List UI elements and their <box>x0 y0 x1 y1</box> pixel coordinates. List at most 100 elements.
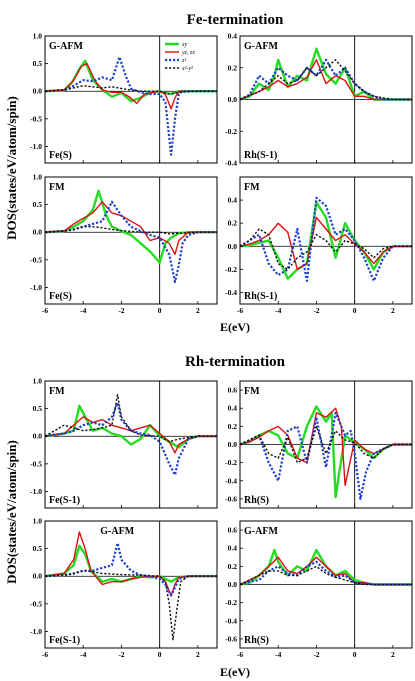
x-tick-label: 2 <box>391 306 395 315</box>
dos-panel: -1.0 -0.5 0.0 0.5 1.0 -6 -4 -2 0 2 FM Fe(S) <box>30 173 218 315</box>
site-label: Rh(S-1) <box>244 150 277 161</box>
series-line <box>240 59 412 101</box>
dos-panel: -1.0 -0.5 0.0 0.5 1.0 G-AFM Fe(S) xy yz, zx z² x²-… <box>30 32 218 164</box>
y-tick-label: 0.2 <box>228 422 238 431</box>
series-line <box>45 394 217 443</box>
series-line <box>45 225 217 235</box>
magnetism-label: FM <box>49 182 65 193</box>
x-tick-label: -2 <box>118 650 124 659</box>
x-tick-label: -4 <box>80 306 86 315</box>
y-tick-label: -0.5 <box>30 459 42 468</box>
y-tick-label: 1.0 <box>33 517 43 526</box>
y-tick-label: -0.5 <box>30 599 42 608</box>
y-tick-label: 0.2 <box>228 63 238 72</box>
plot-frame <box>239 176 413 305</box>
magnetism-label: G-AFM <box>244 526 278 537</box>
y-tick-label: 0.6 <box>228 526 238 535</box>
series-line <box>240 565 412 586</box>
x-axis-label-top: E(eV) <box>220 320 250 334</box>
y-tick-label: -0.6 <box>225 494 237 503</box>
y-tick-label: 0.0 <box>228 242 238 251</box>
dos-panel: -0.6 -0.4 -0.2 0.0 0.2 0.4 0.6 FM Rh(S) <box>225 380 413 509</box>
magnetism-label: G-AFM <box>244 41 278 52</box>
series-line <box>240 58 412 101</box>
x-tick-label: -6 <box>42 306 48 315</box>
y-tick-label: 0.4 <box>228 32 238 41</box>
x-tick-label: -4 <box>80 650 86 659</box>
panels-group: -1.0 -0.5 0.0 0.5 1.0 G-AFM Fe(S) xy yz, zx z² x²-… <box>30 32 413 659</box>
y-tick-label: -0.5 <box>30 114 42 123</box>
series-line <box>45 541 217 597</box>
y-tick-label: 0.6 <box>228 386 238 395</box>
y-tick-label: 1.0 <box>33 32 43 41</box>
y-tick-label: -1.0 <box>30 283 42 292</box>
y-tick-label: -1.0 <box>30 627 42 636</box>
y-tick-label: 0.0 <box>33 432 43 441</box>
y-tick-label: 1.0 <box>33 377 43 386</box>
y-tick-label: -1.0 <box>30 142 42 151</box>
y-tick-label: -0.4 <box>225 288 237 297</box>
legend: xy yz, zx z² x²-y² <box>165 42 195 72</box>
x-tick-label: -6 <box>237 306 243 315</box>
x-tick-label: 0 <box>353 650 357 659</box>
x-tick-label: -4 <box>275 650 281 659</box>
series-line <box>240 425 412 464</box>
y-tick-label: 0.4 <box>228 196 238 205</box>
y-tick-label: 1.0 <box>33 173 43 182</box>
plot-frame <box>44 176 218 305</box>
y-tick-label: 0.0 <box>33 87 43 96</box>
y-tick-label: -0.6 <box>225 634 237 643</box>
series-line <box>240 59 412 101</box>
y-tick-label: 0.2 <box>228 219 238 228</box>
y-tick-label: 0.5 <box>33 59 43 68</box>
site-label: Fe(S-1) <box>49 635 80 646</box>
series-line <box>45 570 217 641</box>
series-line <box>45 84 217 95</box>
y-tick-label: -0.4 <box>225 616 237 625</box>
series-line <box>45 200 217 283</box>
site-label: Rh(S) <box>244 635 269 646</box>
y-tick-label: -0.4 <box>225 476 237 485</box>
x-tick-label: 0 <box>158 650 162 659</box>
series-line <box>240 201 412 280</box>
y-tick-label: 0.0 <box>228 95 238 104</box>
dos-panel: -0.6 -0.4 -0.2 0.0 0.2 0.4 0.6 -6 -4 -2 0 2 G-AFM Rh(… <box>225 520 413 659</box>
magnetism-label: FM <box>244 182 260 193</box>
y-tick-label: -0.2 <box>225 598 237 607</box>
y-tick-label: 0.2 <box>228 562 238 571</box>
x-tick-label: 0 <box>353 306 357 315</box>
series-line <box>45 402 217 476</box>
y-tick-label: -0.5 <box>30 255 42 264</box>
section-title-fe-termination: Fe-termination <box>187 12 284 28</box>
legend-label: yz, zx <box>181 50 195 56</box>
y-tick-label: 0.4 <box>228 404 238 413</box>
y-tick-label: -1.0 <box>30 487 42 496</box>
y-tick-label: 0.0 <box>33 572 43 581</box>
dos-panel: -0.4 -0.2 0.0 0.2 0.4 G-AFM Rh(S-1) <box>225 32 413 168</box>
x-tick-label: 2 <box>196 650 200 659</box>
series-line <box>45 189 217 264</box>
series-line <box>45 404 217 449</box>
y-tick-label: -0.2 <box>225 458 237 467</box>
series-line <box>240 196 412 282</box>
x-tick-label: 2 <box>391 650 395 659</box>
x-tick-label: -4 <box>275 306 281 315</box>
y-tick-label: 0.4 <box>228 544 238 553</box>
y-tick-label: 0.5 <box>33 200 43 209</box>
plot-frame <box>44 520 218 649</box>
x-tick-label: -6 <box>237 650 243 659</box>
x-tick-label: -2 <box>118 306 124 315</box>
x-axis-label-bottom: E(eV) <box>220 665 250 679</box>
series-line <box>45 62 217 110</box>
site-label: Fe(S) <box>49 150 72 161</box>
site-label: Fe(S) <box>49 291 72 302</box>
x-tick-label: -6 <box>42 650 48 659</box>
series-line <box>240 216 412 271</box>
x-tick-label: 2 <box>196 306 200 315</box>
series-line <box>240 47 412 101</box>
legend-label: x²-y² <box>181 66 193 72</box>
y-tick-label: -0.2 <box>225 265 237 274</box>
x-tick-label: 0 <box>158 306 162 315</box>
y-tick-label: 0.0 <box>33 228 43 237</box>
